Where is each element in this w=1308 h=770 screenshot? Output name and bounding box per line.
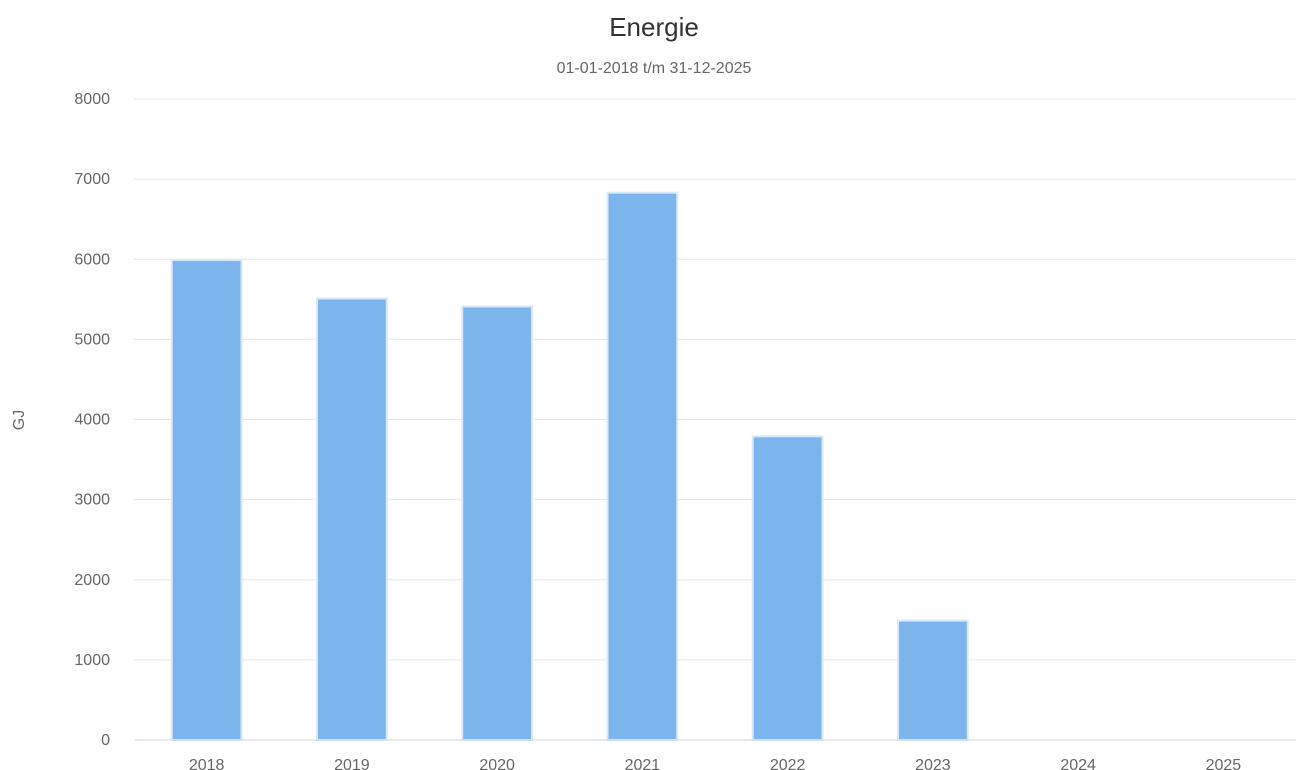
bar-2019[interactable] <box>316 297 388 741</box>
axes: 0 1000 2000 3000 4000 5000 6000 7000 8000 2018 201… <box>74 91 1296 770</box>
y-tick-label: 6000 <box>74 251 110 268</box>
chart-title: Energie <box>609 12 699 42</box>
y-tick-label: 0 <box>101 732 110 749</box>
bar-2022[interactable] <box>751 435 824 741</box>
x-tick-label: 2023 <box>915 757 951 770</box>
x-tick-label: 2018 <box>189 757 225 770</box>
bars <box>170 191 969 742</box>
y-tick-label: 2000 <box>74 572 110 589</box>
y-tick-label: 4000 <box>74 412 110 429</box>
y-axis-title: GJ <box>11 410 28 430</box>
y-tick-label: 5000 <box>74 331 110 348</box>
y-tick-label: 3000 <box>74 492 110 509</box>
bar-2023[interactable] <box>897 619 969 742</box>
chart-subtitle: 01-01-2018 t/m 31-12-2025 <box>556 60 752 77</box>
x-tick-label: 2025 <box>1206 757 1242 770</box>
bar-2020[interactable] <box>461 305 533 741</box>
x-tick-label: 2020 <box>479 757 515 770</box>
x-tick-label: 2019 <box>334 757 370 770</box>
x-tick-label: 2024 <box>1060 757 1096 770</box>
gridlines <box>134 98 1296 661</box>
x-tick-label: 2022 <box>770 757 806 770</box>
bar-2021[interactable] <box>606 191 679 741</box>
y-tick-label: 8000 <box>74 91 110 108</box>
bar-2018[interactable] <box>170 259 243 741</box>
y-tick-label: 1000 <box>74 652 110 669</box>
y-tick-label: 7000 <box>74 171 110 188</box>
x-tick-label: 2021 <box>625 757 661 770</box>
